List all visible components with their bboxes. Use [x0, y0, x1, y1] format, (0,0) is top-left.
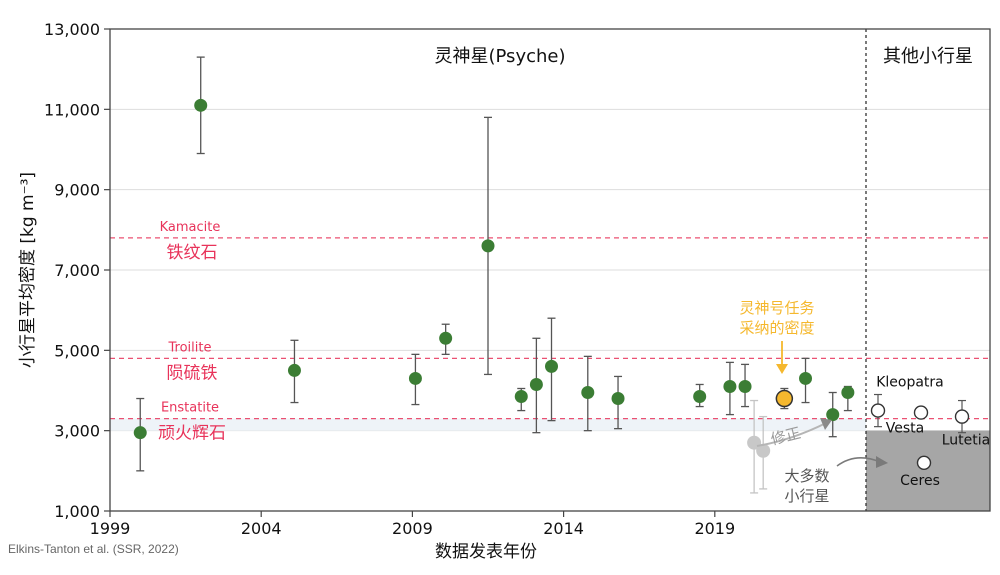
- reference-name-cn: 陨硫铁: [167, 363, 218, 383]
- psyche-panel-title: 灵神星(Psyche): [435, 46, 566, 67]
- asteroid-point: [916, 455, 932, 470]
- data-marks: [133, 56, 970, 494]
- adopted-label-line2: 采纳的密度: [739, 319, 814, 337]
- asteroid-point: [913, 405, 929, 420]
- adopted-arrow-head: [776, 364, 788, 374]
- other-panel-title: 其他小行星: [883, 46, 973, 67]
- psyche-point: [408, 371, 422, 385]
- psyche-point: [194, 98, 208, 112]
- asteroid-point: [954, 409, 970, 424]
- x-tick-label: 2004: [241, 519, 282, 538]
- psyche-point: [545, 359, 559, 373]
- y-tick-label: 3,000: [54, 422, 100, 441]
- x-tick-label: 2014: [543, 519, 584, 538]
- x-axis-label: 数据发表年份: [435, 542, 537, 562]
- most-asteroids-arrow-head: [876, 456, 888, 468]
- psyche-point: [529, 377, 543, 391]
- asteroid-name: Lutetia: [942, 433, 991, 449]
- psyche-point: [133, 426, 147, 440]
- reference-name-cn: 铁纹石: [167, 243, 218, 263]
- correction-arrow: [756, 422, 827, 447]
- asteroid-name: Kleopatra: [876, 375, 944, 391]
- adopted-label-line1: 灵神号任务: [739, 299, 814, 317]
- reference-name: Enstatite: [161, 401, 219, 416]
- correction-arrow-head: [820, 418, 832, 430]
- psyche-point: [693, 390, 707, 404]
- psyche-point: [723, 379, 737, 393]
- psyche-point: [481, 239, 495, 253]
- source-credit: Elkins-Tanton et al. (SSR, 2022): [8, 542, 179, 556]
- asteroid-name: Vesta: [886, 421, 924, 437]
- psyche-point: [738, 379, 752, 393]
- adopted-density-point: [775, 389, 794, 408]
- psyche-point: [799, 371, 813, 385]
- asteroid-name: Ceres: [900, 473, 940, 489]
- psyche-point: [514, 390, 528, 404]
- reference-name: Kamacite: [160, 220, 221, 235]
- x-tick-label: 1999: [90, 519, 131, 538]
- enstatite-band: [110, 418, 866, 431]
- x-tick-label: 2009: [392, 519, 433, 538]
- most-asteroids-zone: [866, 430, 990, 511]
- y-tick-label: 11,000: [44, 100, 100, 119]
- y-axis-label: 小行星平均密度 [kg m⁻³]: [18, 172, 38, 368]
- axis-ticks: 1,000 3,000 5,000 7,000 9,000 11,000 13,000 199…: [44, 20, 735, 538]
- y-tick-label: 9,000: [54, 181, 100, 200]
- most-asteroids-label-line2: 小行星: [784, 487, 829, 505]
- corrected-point: [756, 443, 771, 458]
- psyche-point: [826, 408, 840, 422]
- psyche-point: [611, 392, 625, 406]
- reference-name: Troilite: [168, 340, 212, 355]
- most-asteroids-label-line1: 大多数: [784, 467, 829, 485]
- x-tick-label: 2019: [694, 519, 735, 538]
- y-tick-label: 7,000: [54, 261, 100, 280]
- y-tick-label: 13,000: [44, 20, 100, 39]
- psyche-point: [439, 331, 453, 345]
- asteroid-point: [870, 403, 886, 418]
- grid-lines: [110, 108, 990, 432]
- reference-lines: [110, 237, 990, 420]
- psyche-point: [581, 386, 595, 400]
- y-tick-label: 1,000: [54, 502, 100, 521]
- reference-name-cn: 顽火辉石: [158, 424, 226, 444]
- psyche-point: [841, 386, 855, 400]
- psyche-point: [287, 363, 301, 377]
- y-tick-label: 5,000: [54, 341, 100, 360]
